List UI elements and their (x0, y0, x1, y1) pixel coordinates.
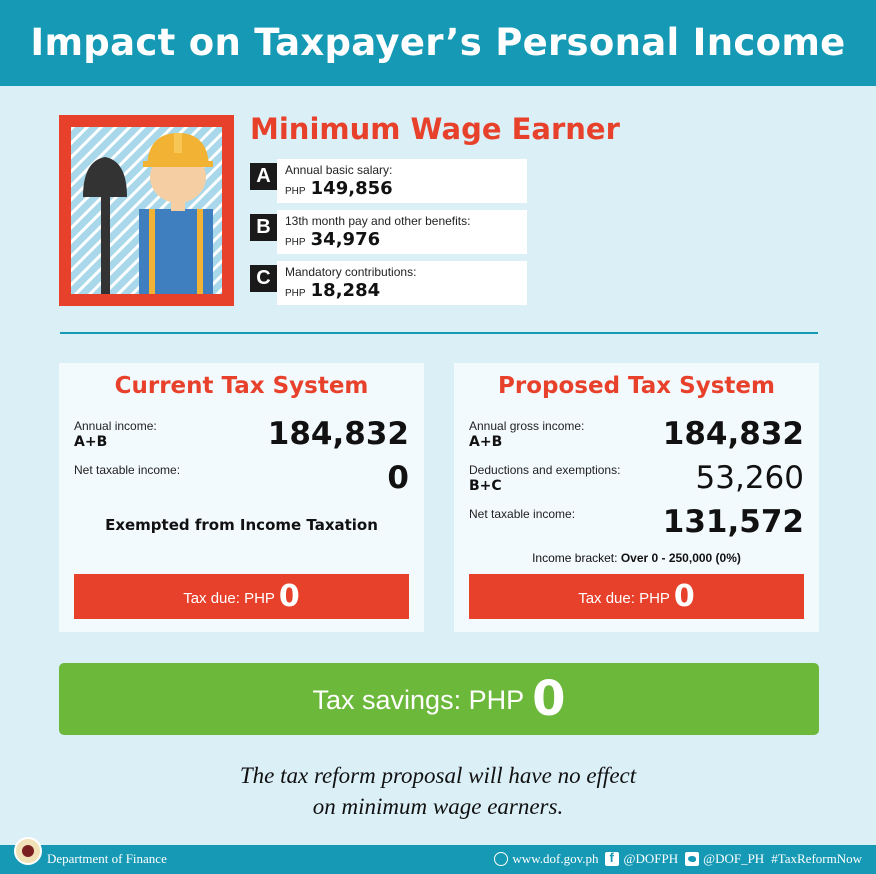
twitter-link[interactable]: @DOF_PH (685, 851, 764, 867)
tax-due-bar: Tax due: PHP 0 (469, 574, 804, 619)
website-link[interactable]: www.dof.gov.ph (494, 851, 598, 867)
facebook-text: @DOFPH (623, 851, 679, 866)
row-label: Net taxable income: (469, 507, 576, 521)
panel-title: Current Tax System (114, 373, 369, 399)
row-label: Net taxable income: (74, 463, 181, 477)
globe-icon (494, 852, 509, 866)
tax-savings-bar: Tax savings: PHP 0 (59, 663, 819, 735)
conclusion-note: The tax reform proposal will have no eff… (0, 760, 876, 822)
letter-badge: B (250, 214, 277, 241)
exempt-text: Exempted from Income Taxation (105, 516, 378, 534)
item-label: 13th month pay and other benefits: (285, 214, 471, 228)
current-row-annual-income: Annual income: A+B 184,832 (74, 415, 409, 459)
worker-icon (71, 127, 222, 294)
department-name: Department of Finance (47, 851, 167, 866)
savings-value: 0 (532, 671, 566, 727)
row-value: 184,832 (662, 416, 804, 452)
item-label: Mandatory contributions: (285, 265, 417, 279)
note-line: The tax reform proposal will have no eff… (239, 763, 637, 788)
twitter-text: @DOF_PH (703, 851, 765, 866)
profile-item-b: B 13th month pay and other benefits: PHP… (250, 210, 527, 254)
row-value: 53,260 (695, 460, 804, 496)
bracket-label: Income bracket: (532, 551, 618, 565)
row-value: 131,572 (662, 504, 804, 540)
current-row-net-taxable: Net taxable income: 0 (74, 459, 409, 503)
tax-due-value: 0 (278, 579, 300, 614)
footer: Department of Finance www.dof.gov.ph @DO… (0, 837, 876, 874)
row-formula: B+C (469, 478, 502, 494)
profile-item-box: Mandatory contributions: PHP 18,284 (277, 261, 527, 305)
row-formula: A+B (469, 434, 503, 450)
profile-title: Minimum Wage Earner (250, 112, 620, 146)
savings-label: Tax savings: PHP (312, 685, 525, 715)
proposed-row-deductions: Deductions and exemptions: B+C 53,260 (469, 459, 804, 503)
profile-item-a: A Annual basic salary: PHP 149,856 (250, 159, 527, 203)
header-banner: Impact on Taxpayer’s Personal Income (0, 0, 876, 86)
item-label: Annual basic salary: (285, 163, 393, 177)
currency-label: PHP (285, 237, 306, 248)
hashtag-link[interactable]: #TaxReformNow (771, 851, 862, 867)
note-line: on minimum wage earners. (312, 794, 564, 819)
website-text: www.dof.gov.ph (512, 851, 599, 866)
letter-badge: C (250, 265, 277, 292)
row-value: 184,832 (267, 416, 409, 452)
item-value: 18,284 (310, 280, 381, 301)
proposed-tax-panel: Proposed Tax System Annual gross income:… (454, 363, 819, 632)
page-title: Impact on Taxpayer’s Personal Income (30, 21, 846, 64)
profile-item-box: 13th month pay and other benefits: PHP 3… (277, 210, 527, 254)
income-bracket: Income bracket: Over 0 - 250,000 (0%) (454, 551, 819, 565)
letter-badge: A (250, 163, 277, 190)
section-divider (60, 332, 818, 334)
bracket-value: Over 0 - 250,000 (0%) (620, 551, 741, 565)
dof-seal-icon (14, 837, 42, 865)
current-tax-panel: Current Tax System Annual income: A+B 18… (59, 363, 424, 632)
row-label: Deductions and exemptions: (469, 463, 621, 477)
footer-links: www.dof.gov.ph @DOFPH @DOF_PH #TaxReform… (494, 850, 862, 867)
proposed-row-net-taxable: Net taxable income: 131,572 (469, 503, 804, 547)
worker-illustration (59, 115, 234, 306)
currency-label: PHP (285, 186, 306, 197)
row-label: Annual income: (74, 419, 157, 433)
facebook-link[interactable]: @DOFPH (605, 850, 679, 867)
row-value: 0 (387, 460, 409, 496)
item-value: 34,976 (310, 229, 381, 250)
item-value: 149,856 (310, 178, 393, 199)
proposed-row-gross-income: Annual gross income: A+B 184,832 (469, 415, 804, 459)
row-label: Annual gross income: (469, 419, 585, 433)
tax-due-label: Tax due: PHP (183, 590, 275, 607)
row-formula: A+B (74, 434, 108, 450)
facebook-icon (605, 850, 620, 866)
hashtag-text: #TaxReformNow (771, 851, 862, 866)
profile-item-c: C Mandatory contributions: PHP 18,284 (250, 261, 527, 305)
panel-title: Proposed Tax System (498, 373, 775, 399)
tax-due-value: 0 (673, 579, 695, 614)
twitter-icon (685, 852, 700, 866)
tax-due-label: Tax due: PHP (578, 590, 670, 607)
profile-item-box: Annual basic salary: PHP 149,856 (277, 159, 527, 203)
currency-label: PHP (285, 288, 306, 299)
tax-due-bar: Tax due: PHP 0 (74, 574, 409, 619)
